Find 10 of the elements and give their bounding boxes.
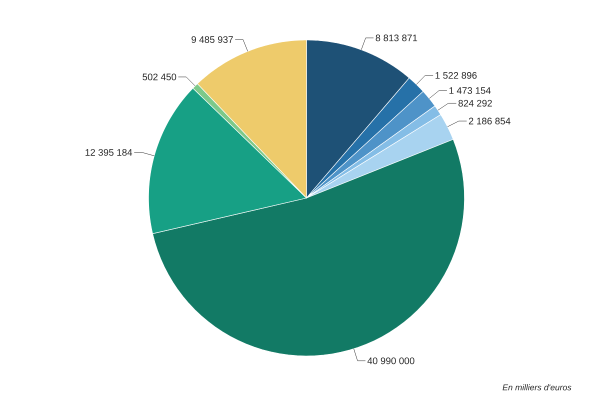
data-label: 502 450 <box>142 74 176 80</box>
data-label: 40 990 000 <box>367 357 414 364</box>
data-label: 1 522 896 <box>436 72 477 79</box>
data-label: 9 485 937 <box>192 36 233 43</box>
data-label: 1 473 154 <box>449 87 491 94</box>
data-label: 824 292 <box>458 100 492 107</box>
data-label: 12 395 184 <box>86 149 132 156</box>
data-label: 8 813 871 <box>376 34 418 42</box>
data-label: 2 186 854 <box>468 118 510 124</box>
text: En milliers d'euros <box>502 384 572 390</box>
